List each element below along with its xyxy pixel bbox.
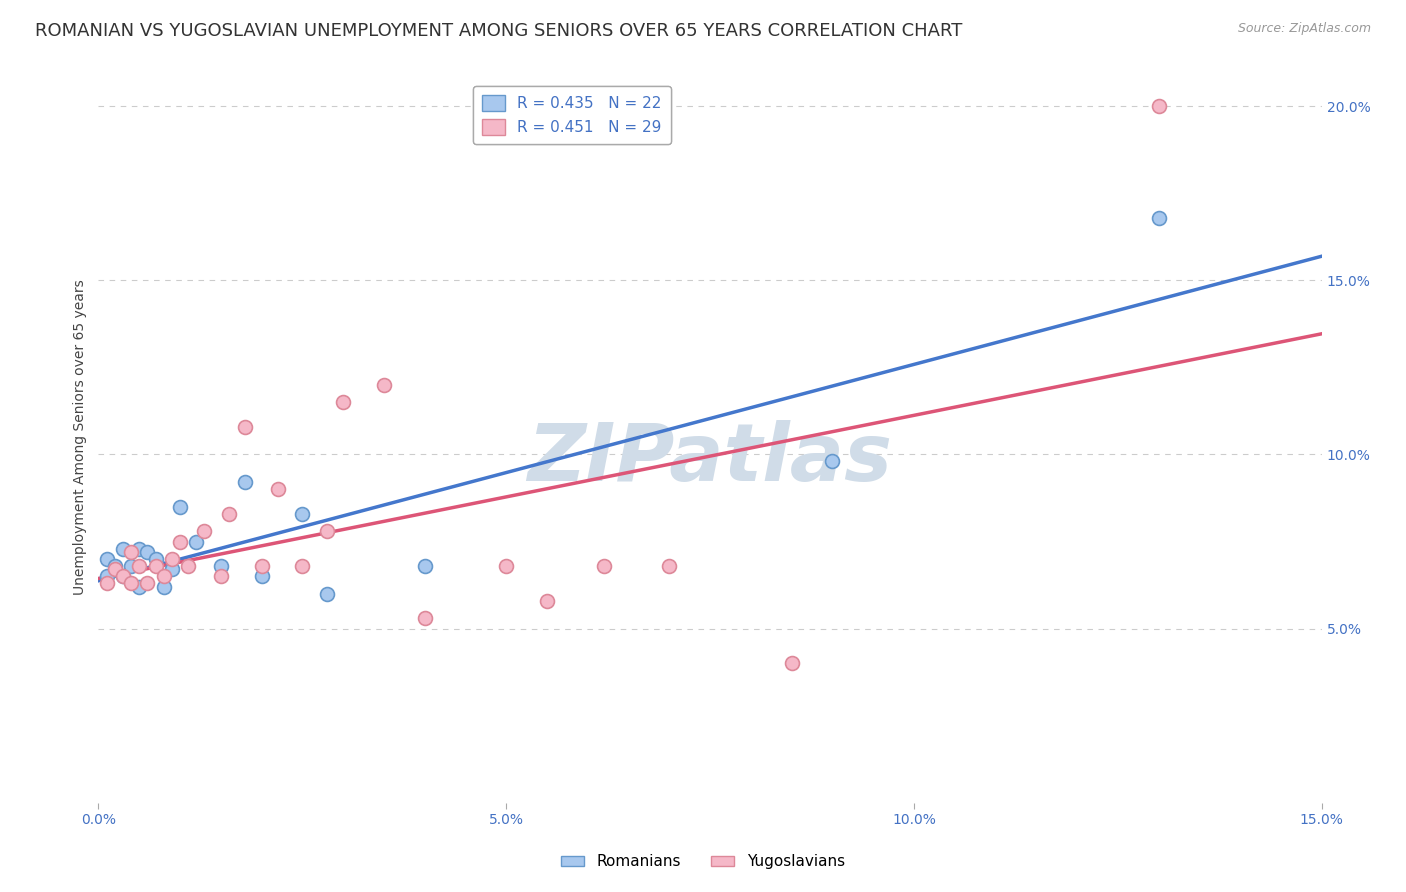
- Text: ZIPatlas: ZIPatlas: [527, 420, 893, 498]
- Point: [145, 552, 167, 566]
- Point: [128, 541, 150, 556]
- Point: [152, 580, 174, 594]
- Point: [315, 524, 337, 538]
- Point: [413, 558, 436, 573]
- Point: [218, 507, 240, 521]
- Point: [160, 562, 183, 576]
- Legend: R = 0.435   N = 22, R = 0.451   N = 29: R = 0.435 N = 22, R = 0.451 N = 29: [472, 87, 671, 145]
- Point: [315, 587, 337, 601]
- Point: [96, 552, 118, 566]
- Point: [209, 569, 232, 583]
- Point: [373, 377, 395, 392]
- Point: [177, 558, 200, 573]
- Point: [821, 454, 844, 468]
- Point: [250, 569, 273, 583]
- Point: [111, 541, 134, 556]
- Point: [169, 534, 191, 549]
- Point: [267, 483, 290, 497]
- Point: [160, 552, 183, 566]
- Point: [233, 475, 256, 490]
- Point: [536, 594, 558, 608]
- Point: [1147, 99, 1170, 113]
- Point: [186, 534, 208, 549]
- Point: [120, 576, 142, 591]
- Point: [145, 558, 167, 573]
- Point: [104, 558, 127, 573]
- Point: [413, 611, 436, 625]
- Point: [136, 576, 159, 591]
- Point: [658, 558, 681, 573]
- Point: [120, 558, 142, 573]
- Point: [332, 395, 354, 409]
- Point: [136, 545, 159, 559]
- Point: [169, 500, 191, 514]
- Text: ROMANIAN VS YUGOSLAVIAN UNEMPLOYMENT AMONG SENIORS OVER 65 YEARS CORRELATION CHA: ROMANIAN VS YUGOSLAVIAN UNEMPLOYMENT AMO…: [35, 22, 963, 40]
- Legend: Romanians, Yugoslavians: Romanians, Yugoslavians: [555, 848, 851, 875]
- Text: Source: ZipAtlas.com: Source: ZipAtlas.com: [1237, 22, 1371, 36]
- Point: [780, 657, 803, 671]
- Point: [291, 558, 314, 573]
- Point: [152, 569, 174, 583]
- Point: [96, 569, 118, 583]
- Point: [1147, 211, 1170, 225]
- Point: [128, 558, 150, 573]
- Point: [495, 558, 517, 573]
- Point: [104, 562, 127, 576]
- Point: [120, 545, 142, 559]
- Point: [193, 524, 215, 538]
- Point: [233, 419, 256, 434]
- Point: [111, 569, 134, 583]
- Point: [291, 507, 314, 521]
- Point: [96, 576, 118, 591]
- Point: [209, 558, 232, 573]
- Point: [593, 558, 616, 573]
- Point: [111, 569, 134, 583]
- Point: [250, 558, 273, 573]
- Point: [128, 580, 150, 594]
- Y-axis label: Unemployment Among Seniors over 65 years: Unemployment Among Seniors over 65 years: [73, 279, 87, 595]
